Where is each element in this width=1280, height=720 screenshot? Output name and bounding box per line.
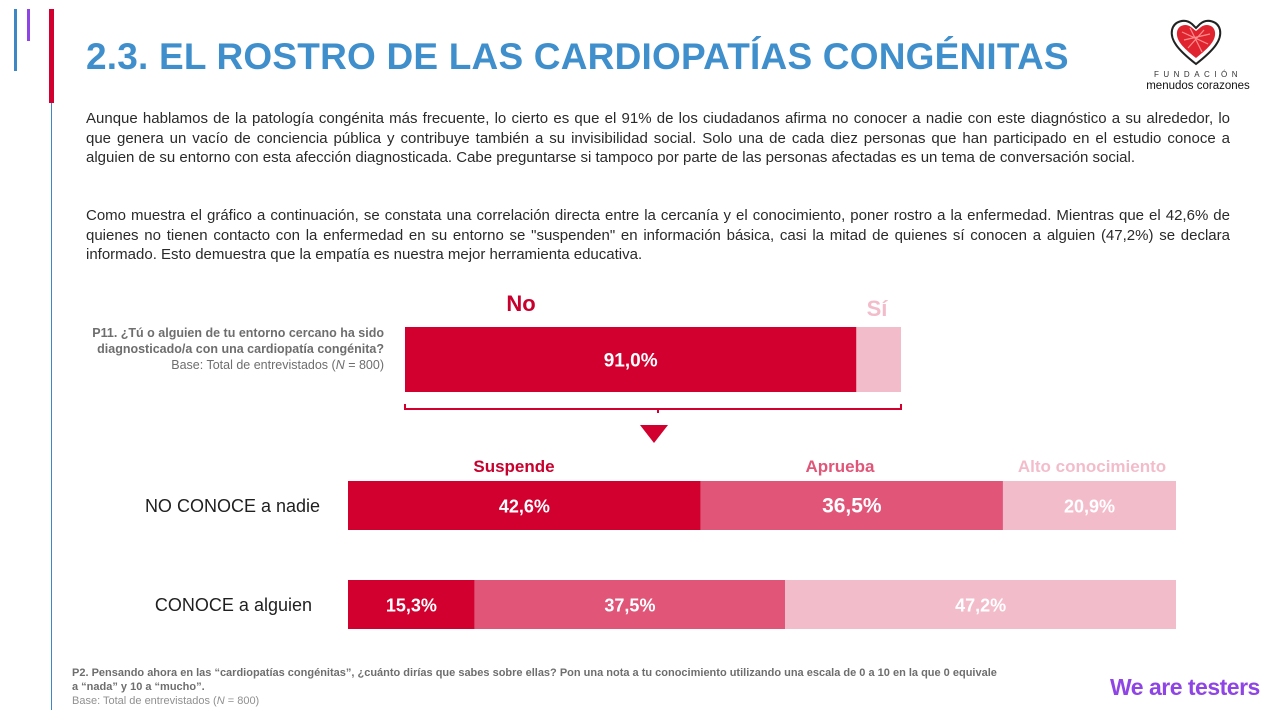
arrow-down-icon bbox=[640, 425, 668, 443]
decorative-purple-line bbox=[27, 9, 30, 41]
data-label-alto-conocimiento: 20,9% bbox=[1064, 497, 1115, 517]
chart-p11-bars: 91,0% bbox=[405, 327, 901, 392]
bar-segment-alto-conocimiento bbox=[785, 580, 1176, 629]
intro-paragraph: Aunque hablamos de la patología congénit… bbox=[86, 110, 1230, 167]
base-prefix: Base: Total de entrevistados ( bbox=[171, 358, 336, 372]
base-suffix: = 800) bbox=[224, 695, 260, 707]
decorative-red-line bbox=[49, 9, 54, 103]
data-label-suspende: 15,3% bbox=[386, 596, 437, 616]
base-prefix: Base: Total de entrevistados ( bbox=[72, 695, 217, 707]
we-are-testers-logo: We are testers bbox=[1110, 674, 1260, 700]
legend-aprueba: Aprueba bbox=[805, 457, 875, 476]
row-label-conoce: CONOCE a alguien bbox=[154, 595, 312, 615]
bar-row-no-conoce-a-nadie: 42,6% 36,5% 20,9% bbox=[348, 481, 1176, 530]
chart-p2-bars: 42,6% 36,5% 20,9% 15,3% 37,5% 47,2% bbox=[348, 481, 1176, 629]
base-suffix: = 800) bbox=[344, 358, 384, 372]
bar-segment-aprueba bbox=[700, 481, 1003, 530]
footnote-base: Base: Total de entrevistados (N = 800) bbox=[72, 694, 1002, 708]
footnote-question: P2. Pensando ahora en las “cardiopatías … bbox=[72, 667, 997, 693]
data-label-no: 91,0% bbox=[604, 351, 658, 372]
analysis-paragraph: Como muestra el gráfico a continuación, … bbox=[86, 207, 1230, 264]
question-p11-block: P11. ¿Tú o alguien de tu entorno cercano… bbox=[70, 325, 384, 373]
data-label-aprueba: 36,5% bbox=[822, 495, 882, 518]
base-n: N bbox=[216, 695, 225, 707]
legend-suspende: Suspende bbox=[473, 457, 555, 476]
data-label-alto-conocimiento: 47,2% bbox=[955, 596, 1006, 616]
base-n: N bbox=[335, 358, 345, 372]
row-label-no-conoce: NO CONOCE a nadie bbox=[144, 496, 320, 516]
legend-no: No bbox=[506, 291, 536, 316]
page-title: 2.3. EL ROSTRO DE LAS CARDIOPATÍAS CONGÉ… bbox=[86, 36, 1069, 77]
footnote: P2. Pensando ahora en las “cardiopatías … bbox=[72, 666, 1002, 708]
data-label-suspende: 42,6% bbox=[499, 497, 550, 517]
bar-segment-no bbox=[405, 327, 857, 392]
legend-si: Sí bbox=[866, 296, 888, 321]
decorative-vertical-rule bbox=[51, 103, 52, 710]
question-p11-base: Base: Total de entrevistados (N = 800) bbox=[70, 357, 384, 373]
bar-segment-si bbox=[856, 327, 901, 392]
decorative-blue-line bbox=[14, 9, 17, 71]
data-label-aprueba: 37,5% bbox=[604, 596, 655, 616]
bar-segment-suspende bbox=[348, 481, 701, 530]
heart-icon bbox=[1170, 19, 1222, 66]
bar-segment-aprueba bbox=[474, 580, 786, 629]
bar-segment-suspende bbox=[348, 580, 475, 629]
bar-segment-alto-conocimiento bbox=[1002, 481, 1176, 530]
bracket-line bbox=[404, 404, 902, 413]
bar-row-conoce-a-alguien: 15,3% 37,5% 47,2% bbox=[348, 580, 1176, 629]
chart-p11-annotation bbox=[404, 404, 902, 443]
logo-org-name: menudos corazones bbox=[1146, 80, 1250, 92]
question-p11-text: P11. ¿Tú o alguien de tu entorno cercano… bbox=[92, 326, 384, 356]
logo-org-label: FUNDACIÓN bbox=[1153, 70, 1243, 79]
legend-alto-conocimiento: Alto conocimiento bbox=[1017, 457, 1167, 476]
